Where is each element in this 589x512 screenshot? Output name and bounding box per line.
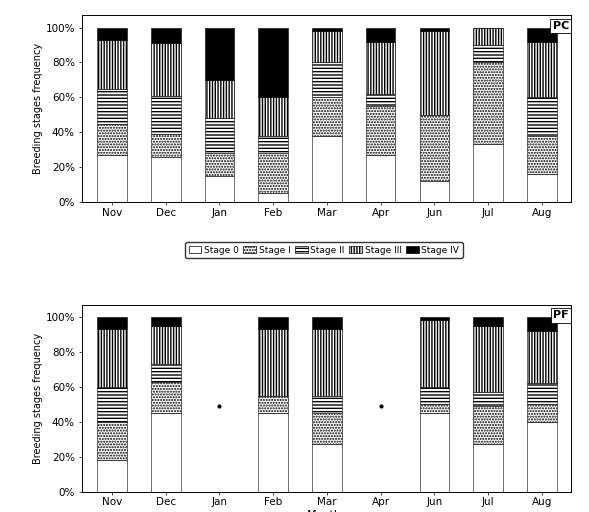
Bar: [527, 404, 557, 422]
Bar: [474, 326, 503, 392]
Y-axis label: Breeding stages frequency: Breeding stages frequency: [32, 43, 42, 174]
Bar: [474, 144, 503, 202]
Bar: [527, 28, 557, 41]
Bar: [527, 383, 557, 404]
Bar: [97, 89, 127, 123]
Bar: [527, 317, 557, 331]
Bar: [312, 31, 342, 62]
Bar: [205, 28, 234, 80]
Bar: [312, 62, 342, 97]
Bar: [259, 153, 288, 194]
Bar: [312, 317, 342, 329]
Bar: [259, 396, 288, 413]
X-axis label: Months: Months: [306, 510, 348, 512]
Bar: [366, 106, 395, 155]
Bar: [259, 97, 288, 136]
Bar: [97, 329, 127, 387]
Legend: Stage 0, Stage I, Stage II, Stage III, Stage IV: Stage 0, Stage I, Stage II, Stage III, S…: [185, 242, 463, 258]
Bar: [312, 97, 342, 136]
Bar: [259, 194, 288, 202]
Bar: [527, 41, 557, 97]
Bar: [366, 94, 395, 106]
Bar: [366, 155, 395, 202]
Bar: [527, 174, 557, 202]
Bar: [419, 115, 449, 181]
Bar: [312, 329, 342, 396]
Bar: [151, 317, 180, 326]
Bar: [97, 422, 127, 460]
Bar: [419, 31, 449, 115]
Bar: [474, 317, 503, 326]
Bar: [312, 413, 342, 444]
Bar: [259, 329, 288, 396]
Bar: [97, 155, 127, 202]
Bar: [151, 413, 180, 492]
Bar: [151, 96, 180, 134]
Bar: [259, 317, 288, 329]
Bar: [97, 28, 127, 40]
Bar: [151, 364, 180, 381]
Bar: [151, 326, 180, 364]
Bar: [97, 460, 127, 492]
Bar: [259, 413, 288, 492]
Bar: [527, 97, 557, 136]
Bar: [151, 44, 180, 96]
Bar: [151, 134, 180, 157]
Bar: [151, 28, 180, 44]
Bar: [312, 444, 342, 492]
Bar: [259, 136, 288, 153]
Y-axis label: Breeding stages frequency: Breeding stages frequency: [32, 333, 42, 464]
Bar: [474, 392, 503, 406]
Bar: [205, 176, 234, 202]
Bar: [419, 181, 449, 202]
Bar: [151, 157, 180, 202]
Bar: [527, 422, 557, 492]
Bar: [97, 317, 127, 329]
Bar: [151, 381, 180, 413]
Bar: [312, 396, 342, 413]
Bar: [312, 28, 342, 31]
Bar: [97, 123, 127, 155]
Bar: [366, 28, 395, 41]
Bar: [205, 153, 234, 176]
Bar: [527, 136, 557, 174]
Bar: [97, 40, 127, 89]
Bar: [366, 41, 395, 94]
Bar: [474, 406, 503, 444]
Bar: [474, 28, 503, 45]
Bar: [419, 317, 449, 321]
Bar: [419, 28, 449, 31]
Text: PC: PC: [552, 21, 569, 31]
Bar: [419, 321, 449, 387]
Bar: [419, 387, 449, 404]
Bar: [312, 136, 342, 202]
Bar: [205, 118, 234, 153]
Bar: [419, 413, 449, 492]
Bar: [205, 80, 234, 118]
Bar: [474, 45, 503, 62]
Bar: [97, 387, 127, 422]
Text: PF: PF: [553, 310, 569, 321]
Bar: [474, 444, 503, 492]
Bar: [474, 62, 503, 144]
Bar: [419, 404, 449, 413]
Bar: [527, 331, 557, 383]
Bar: [259, 28, 288, 97]
